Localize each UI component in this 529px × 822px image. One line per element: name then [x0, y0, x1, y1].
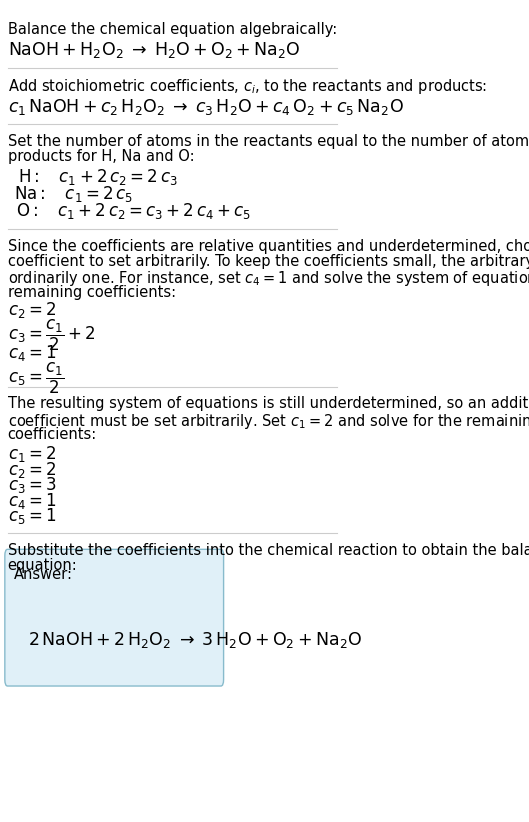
- Text: $\mathrm{O:}\quad c_1 + 2\,c_2 = c_3 + 2\,c_4 + c_5$: $\mathrm{O:}\quad c_1 + 2\,c_2 = c_3 + 2…: [16, 201, 251, 221]
- Text: $c_4 = 1$: $c_4 = 1$: [7, 343, 56, 363]
- Text: remaining coefficients:: remaining coefficients:: [7, 285, 176, 300]
- Text: Add stoichiometric coefficients, $c_i$, to the reactants and products:: Add stoichiometric coefficients, $c_i$, …: [7, 77, 487, 96]
- Text: Since the coefficients are relative quantities and underdetermined, choose a: Since the coefficients are relative quan…: [7, 238, 529, 253]
- Text: $c_1\,\mathrm{NaOH} + c_2\,\mathrm{H_2O_2} \;\rightarrow\; c_3\,\mathrm{H_2O} + : $c_1\,\mathrm{NaOH} + c_2\,\mathrm{H_2O_…: [7, 97, 403, 117]
- FancyBboxPatch shape: [5, 549, 224, 686]
- Text: $2\,\mathrm{NaOH} + 2\,\mathrm{H_2O_2} \;\rightarrow\; 3\,\mathrm{H_2O} + \mathr: $2\,\mathrm{NaOH} + 2\,\mathrm{H_2O_2} \…: [28, 630, 362, 650]
- Text: ordinarily one. For instance, set $c_4 = 1$ and solve the system of equations fo: ordinarily one. For instance, set $c_4 =…: [7, 270, 529, 289]
- Text: products for H, Na and O:: products for H, Na and O:: [7, 149, 194, 164]
- Text: $c_4 = 1$: $c_4 = 1$: [7, 491, 56, 510]
- Text: $c_3 = \dfrac{c_1}{2} + 2$: $c_3 = \dfrac{c_1}{2} + 2$: [7, 318, 96, 353]
- Text: Balance the chemical equation algebraically:: Balance the chemical equation algebraica…: [7, 22, 337, 37]
- Text: coefficients:: coefficients:: [7, 427, 97, 442]
- Text: equation:: equation:: [7, 558, 77, 573]
- Text: $\mathrm{H:}\quad c_1 + 2\,c_2 = 2\,c_3$: $\mathrm{H:}\quad c_1 + 2\,c_2 = 2\,c_3$: [17, 167, 177, 187]
- Text: $c_2 = 2$: $c_2 = 2$: [7, 300, 56, 321]
- Text: coefficient must be set arbitrarily. Set $c_1 = 2$ and solve for the remaining: coefficient must be set arbitrarily. Set…: [7, 412, 529, 431]
- Text: The resulting system of equations is still underdetermined, so an additional: The resulting system of equations is sti…: [7, 396, 529, 411]
- Text: $\mathrm{Na:}\quad c_1 = 2\,c_5$: $\mathrm{Na:}\quad c_1 = 2\,c_5$: [14, 184, 133, 204]
- Text: Answer:: Answer:: [14, 567, 73, 582]
- Text: coefficient to set arbitrarily. To keep the coefficients small, the arbitrary va: coefficient to set arbitrarily. To keep …: [7, 254, 529, 269]
- Text: Substitute the coefficients into the chemical reaction to obtain the balanced: Substitute the coefficients into the che…: [7, 543, 529, 558]
- Text: $c_5 = 1$: $c_5 = 1$: [7, 506, 56, 526]
- Text: Set the number of atoms in the reactants equal to the number of atoms in the: Set the number of atoms in the reactants…: [7, 133, 529, 149]
- Text: $c_2 = 2$: $c_2 = 2$: [7, 459, 56, 480]
- Text: $c_5 = \dfrac{c_1}{2}$: $c_5 = \dfrac{c_1}{2}$: [7, 361, 64, 395]
- Text: $c_1 = 2$: $c_1 = 2$: [7, 445, 56, 464]
- Text: $c_3 = 3$: $c_3 = 3$: [7, 475, 56, 496]
- Text: $\mathrm{NaOH} + \mathrm{H_2O_2} \;\rightarrow\; \mathrm{H_2O} + \mathrm{O_2} + : $\mathrm{NaOH} + \mathrm{H_2O_2} \;\righ…: [7, 40, 300, 60]
